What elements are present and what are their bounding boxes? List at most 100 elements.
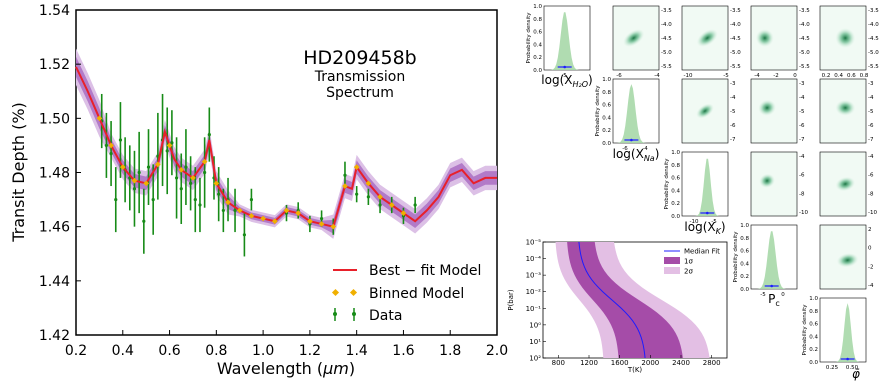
corner-ytick-label: -5 — [799, 109, 805, 115]
posterior-density — [755, 29, 774, 47]
tp-legend-swatch-1sigma — [664, 257, 680, 264]
data-point — [165, 149, 169, 153]
data-point — [233, 208, 237, 213]
corner-ytick-label: -7 — [799, 137, 805, 143]
data-points — [100, 93, 417, 257]
x-tick-label: 0.6 — [158, 343, 180, 359]
corner-xtick-label: -5 — [561, 73, 567, 79]
binned-point — [365, 180, 372, 187]
x-tick-label: 2.0 — [486, 343, 508, 359]
tp-xtick-label: 800 — [552, 359, 565, 367]
posterior-density — [835, 99, 856, 116]
corner-ytick-label: -5 — [868, 109, 874, 115]
corner-ytick-label: -3 — [730, 81, 736, 87]
tp-xtick-label: 1600 — [611, 359, 629, 367]
binned-point — [283, 207, 290, 214]
tp-ytick-label: 10¹ — [529, 338, 541, 346]
marginal-histogram — [820, 303, 866, 362]
diag-ytick-label: 1.0 — [602, 77, 611, 83]
corner-ytick-label: -8 — [799, 191, 805, 197]
corner-panel-1-4 — [819, 78, 867, 144]
y-axis-label: Transit Depth (%) — [9, 102, 28, 243]
diag-ytick-label: 1.0 — [671, 150, 680, 156]
tp-ytick-label: 10⁻¹ — [526, 305, 542, 313]
diag-ytick-label: 0.6 — [809, 322, 818, 328]
diag-ytick-label: 0.8 — [809, 309, 818, 315]
corner-ytick-label: -6 — [799, 123, 805, 129]
corner-ytick-label: -4 — [868, 95, 874, 101]
transmission-spectrum-chart: 0.2 0.4 0.6 0.8 1.0 1.2 1.4 1.6 1.8 2.0 1.42 1.44 1.… — [9, 3, 508, 378]
diag-ytick-label: 0.6 — [533, 30, 542, 36]
chart-subtitle-1: Transmission — [314, 69, 405, 85]
binned-point — [377, 194, 383, 200]
posterior-density — [696, 103, 714, 119]
corner-xtick-label: -2 — [773, 73, 778, 79]
tp-ytick-label: 10⁻³ — [526, 272, 542, 280]
marginal-median — [770, 284, 773, 288]
y-tick-label: 1.50 — [39, 111, 70, 127]
binned-point — [342, 183, 348, 189]
corner-ytick-label: -3.5 — [868, 8, 879, 14]
legend: Best − fit Model Binned Model Data — [331, 263, 481, 324]
corner-ytick-label: -5.5 — [730, 64, 741, 70]
posterior-density — [623, 29, 645, 47]
binned-point — [201, 158, 208, 165]
data-point — [189, 181, 193, 185]
corner-panel-0-3 — [750, 5, 798, 71]
probability-density-label: Probability density — [526, 12, 532, 64]
posterior-density — [696, 29, 718, 47]
binned-point — [248, 213, 255, 219]
corner-panel-0-1 — [612, 5, 660, 71]
x-tick-label: 0.8 — [205, 343, 227, 359]
corner-xtick-label: -6 — [616, 73, 622, 79]
data-point — [104, 143, 109, 148]
data-point — [249, 197, 254, 202]
corner-ytick-label: -6 — [868, 123, 874, 129]
diag-ytick-label: 0.6 — [740, 249, 749, 255]
corner-ytick-label: -5.5 — [799, 64, 810, 70]
data-point — [146, 165, 151, 169]
data-point — [343, 173, 347, 177]
tp-ytick-label: 10⁰ — [529, 321, 541, 329]
corner-ytick-label: -5 — [730, 109, 736, 115]
binned-point — [307, 218, 313, 225]
corner-panel-1-2 — [681, 78, 729, 144]
corner-ytick-label: -3 — [868, 81, 874, 87]
y-tick-label: 1.44 — [39, 274, 70, 290]
diag-ytick-label: 0.8 — [602, 90, 611, 96]
diag-ytick-label: 0.0 — [740, 287, 749, 293]
posterior-density — [759, 173, 775, 188]
data-point — [118, 138, 123, 142]
posterior-density — [835, 28, 856, 48]
diag-ytick-label: 0.4 — [533, 42, 542, 48]
posterior-density — [836, 253, 859, 268]
diag-ytick-label: 0.0 — [533, 68, 542, 74]
corner-xtick-label: 0 — [793, 73, 797, 79]
label-log-xna: log(XNa) — [613, 147, 660, 163]
diag-ytick-label: 0.4 — [602, 115, 611, 121]
data-point — [142, 219, 146, 223]
posterior-density — [835, 176, 856, 192]
diag-ytick-label: 0.2 — [602, 128, 611, 134]
corner-ytick-label: -3.5 — [730, 8, 741, 14]
tp-x-axis-label: T(K) — [627, 366, 643, 374]
diag-ytick-label: 0.6 — [671, 176, 680, 182]
corner-ytick-label: -7 — [730, 137, 736, 143]
binned-point — [295, 210, 302, 216]
tp-legend: Median Fit 1σ 2σ — [664, 248, 720, 276]
y-tick-label: 1.52 — [39, 57, 70, 73]
data-point — [109, 151, 113, 156]
tp-y-axis-label: P(bar) — [507, 289, 515, 311]
chart-title: HD209458b — [303, 47, 417, 69]
legend-model: Best − fit Model — [369, 263, 481, 279]
diag-ytick-label: 0.2 — [533, 55, 542, 61]
diag-ytick-label: 0.2 — [809, 347, 818, 353]
marginal-histogram — [682, 158, 728, 216]
chart-subtitle-2: Spectrum — [326, 85, 394, 101]
corner-ytick-label: -10 — [868, 210, 877, 216]
corner-xtick-label: 0.4 — [834, 73, 843, 79]
tp-xtick-label: 2000 — [641, 359, 659, 367]
x-axis-label: Wavelength (μm) — [217, 359, 355, 378]
